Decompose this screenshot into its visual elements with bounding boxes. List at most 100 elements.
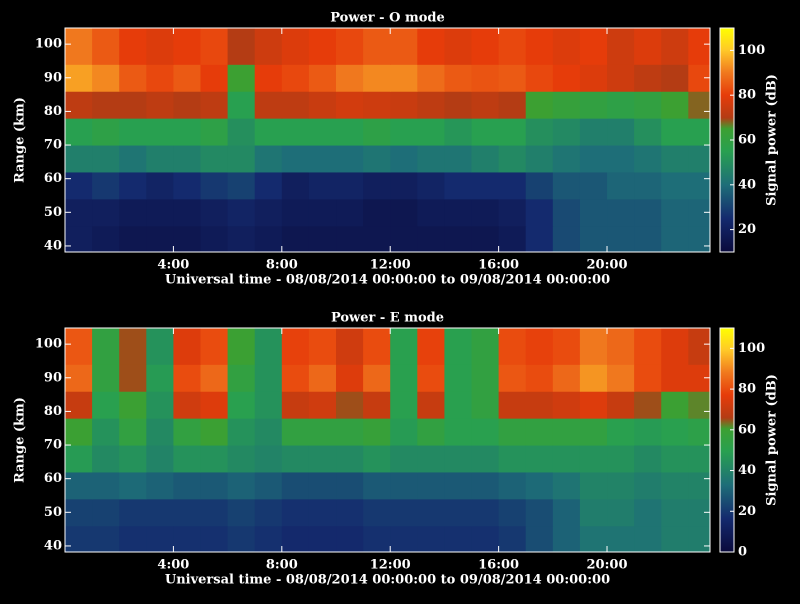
heatmap-cell — [173, 445, 201, 472]
heatmap-cell — [255, 64, 283, 91]
heatmap-cell — [444, 118, 472, 145]
heatmap-cell — [417, 172, 445, 199]
chart-title: Power - O mode — [330, 11, 445, 26]
heatmap-cell — [526, 391, 554, 418]
heatmap-cell — [201, 526, 229, 553]
heatmap-cell — [390, 28, 418, 65]
x-tick-label: 16:00 — [478, 258, 519, 273]
y-tick-label: 60 — [44, 171, 62, 186]
heatmap-cell — [688, 391, 710, 418]
heatmap-cell — [336, 445, 364, 472]
heatmap-cell — [173, 499, 201, 526]
heatmap-cell — [65, 28, 93, 65]
heatmap-cell — [472, 91, 500, 118]
chart-title: Power - E mode — [331, 311, 444, 326]
heatmap-cell — [146, 364, 174, 391]
heatmap-cell — [92, 526, 120, 553]
heatmap-cell — [228, 526, 256, 553]
colorbar-tick-label: 80 — [738, 88, 756, 103]
heatmap-cell — [336, 145, 364, 172]
heatmap-cell — [173, 472, 201, 499]
heatmap-cell — [661, 364, 689, 391]
heatmap-cell — [309, 364, 337, 391]
heatmap-cell — [282, 64, 310, 91]
heatmap-cell — [146, 172, 174, 199]
heatmap-cell — [417, 472, 445, 499]
heatmap-cell — [309, 199, 337, 226]
heatmap-cell — [499, 118, 527, 145]
heatmap-cell — [553, 472, 581, 499]
heatmap-cell — [580, 172, 608, 199]
heatmap-cell — [417, 118, 445, 145]
heatmap-cell — [201, 118, 229, 145]
heatmap-cell — [580, 118, 608, 145]
heatmap-cell — [309, 328, 337, 365]
x-tick-label: 4:00 — [157, 558, 189, 573]
heatmap-cell — [553, 172, 581, 199]
y-tick-label: 50 — [44, 505, 62, 520]
heatmap-cell — [607, 145, 635, 172]
heatmap-cell — [580, 91, 608, 118]
heatmap-cell — [417, 445, 445, 472]
heatmap-cell — [526, 118, 554, 145]
heatmap-cell — [146, 226, 174, 253]
heatmap-cell — [688, 418, 710, 445]
heatmap-cell — [553, 526, 581, 553]
heatmap-cell — [526, 91, 554, 118]
heatmap-cell — [607, 445, 635, 472]
heatmap-cell — [444, 145, 472, 172]
heatmap-cell — [417, 199, 445, 226]
colorbar-tick-label: 40 — [738, 463, 756, 478]
heatmap-cell — [444, 64, 472, 91]
heatmap-cell — [580, 226, 608, 253]
heatmap-cell — [390, 499, 418, 526]
heatmap-cell — [661, 118, 689, 145]
heatmap-cell — [661, 391, 689, 418]
heatmap-cell — [201, 391, 229, 418]
x-tick-label: 16:00 — [478, 558, 519, 573]
heatmap-cell — [607, 226, 635, 253]
heatmap-cell — [309, 499, 337, 526]
heatmap-cell — [417, 499, 445, 526]
heatmap-cell — [580, 445, 608, 472]
heatmap-cell — [634, 328, 662, 365]
heatmap-cell — [472, 391, 500, 418]
heatmap-cell — [688, 226, 710, 253]
heatmap-cell — [119, 145, 147, 172]
heatmap-cell — [119, 526, 147, 553]
heatmap-cell — [661, 28, 689, 65]
heatmap-cell — [417, 328, 445, 365]
heatmap-cell — [336, 472, 364, 499]
y-tick-label: 90 — [44, 70, 62, 85]
heatmap-cell — [688, 91, 710, 118]
heatmap-cell — [255, 445, 283, 472]
heatmap-cell — [65, 472, 93, 499]
heatmap-cell — [390, 145, 418, 172]
heatmap-cell — [553, 199, 581, 226]
heatmap-cell — [119, 328, 147, 365]
heatmap-cell — [580, 526, 608, 553]
x-tick-label: 12:00 — [370, 258, 411, 273]
heatmap-cell — [228, 172, 256, 199]
heatmap-cell — [282, 328, 310, 365]
heatmap-cell — [580, 391, 608, 418]
heatmap-cell — [390, 199, 418, 226]
heatmap-cell — [119, 118, 147, 145]
heatmap-cell — [526, 472, 554, 499]
heatmap-cell — [526, 28, 554, 65]
heatmap-cell — [472, 418, 500, 445]
heatmap-cell — [363, 199, 391, 226]
colorbar-tick-label: 80 — [738, 382, 756, 397]
heatmap-cell — [526, 364, 554, 391]
heatmap-cell — [65, 391, 93, 418]
heatmap-cell — [634, 91, 662, 118]
heatmap-cell — [65, 172, 93, 199]
heatmap-cell — [336, 391, 364, 418]
heatmap-cell — [336, 499, 364, 526]
heatmap-cell — [526, 64, 554, 91]
heatmap-cell — [444, 418, 472, 445]
heatmap-cell — [390, 445, 418, 472]
heatmap-cell — [526, 199, 554, 226]
heatmap-cell — [282, 364, 310, 391]
heatmap-cell — [553, 226, 581, 253]
